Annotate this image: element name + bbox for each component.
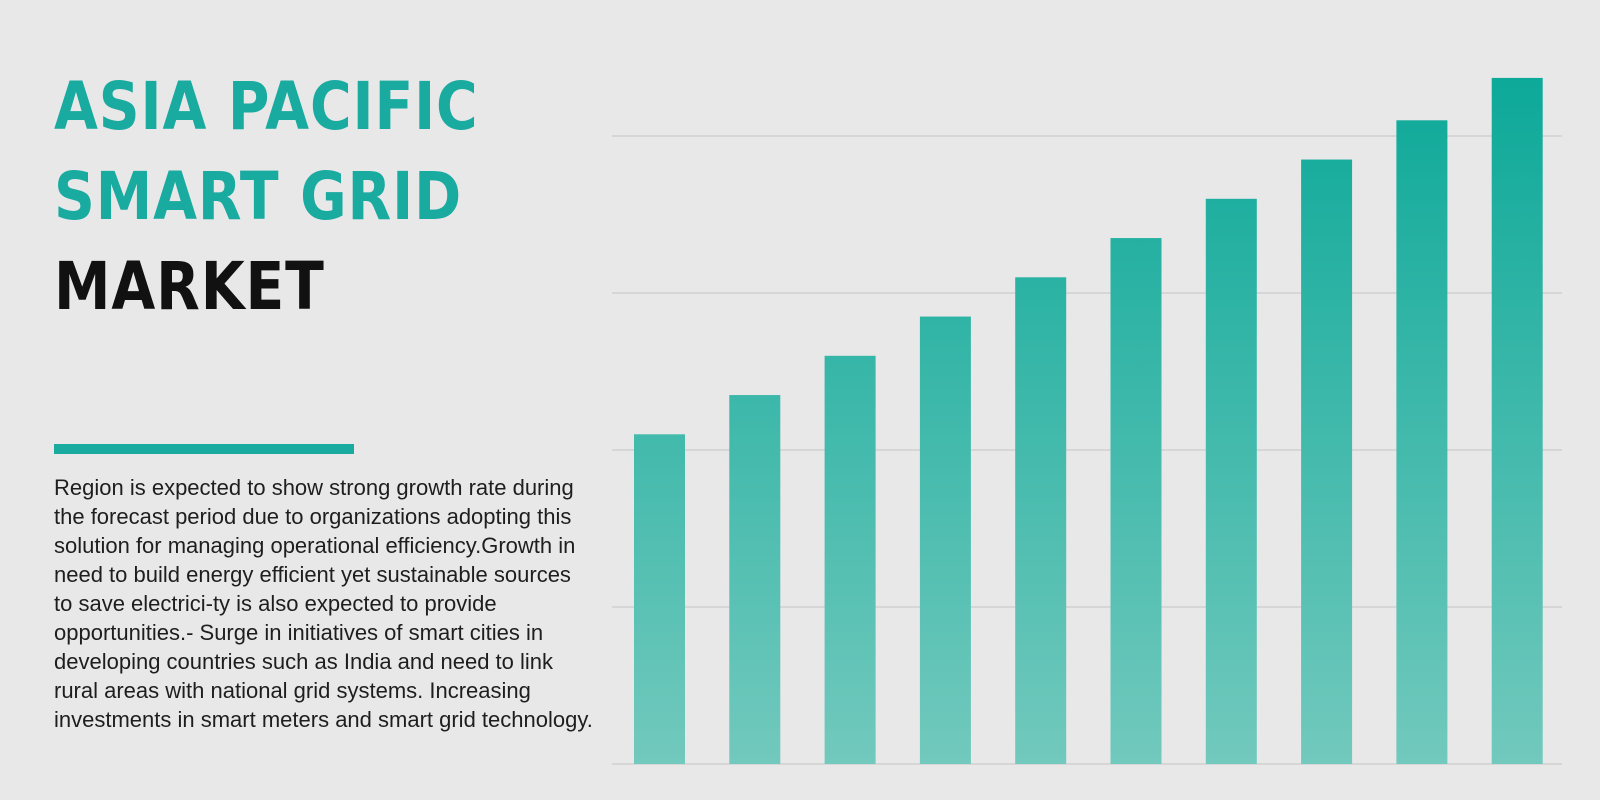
bar-1 xyxy=(634,434,685,764)
title-line-1: ASIA PACIFIC xyxy=(54,68,479,145)
bar-8 xyxy=(1301,159,1353,765)
bar-9 xyxy=(1396,120,1448,765)
accent-divider xyxy=(54,444,354,454)
description-text: Region is expected to show strong growth… xyxy=(54,475,593,732)
bar-10 xyxy=(1491,77,1543,764)
bar-2 xyxy=(729,395,781,764)
bar-6 xyxy=(1110,238,1162,765)
title-line-3: MARKET xyxy=(54,248,325,325)
bar-4 xyxy=(919,316,971,764)
bars xyxy=(634,77,1543,765)
bar-5 xyxy=(1015,277,1067,764)
bar-7 xyxy=(1205,198,1257,765)
bar-3 xyxy=(824,355,876,764)
title-line-2: SMART GRID xyxy=(54,158,463,235)
page-title: ASIA PACIFIC SMART GRID MARKET xyxy=(54,62,479,332)
